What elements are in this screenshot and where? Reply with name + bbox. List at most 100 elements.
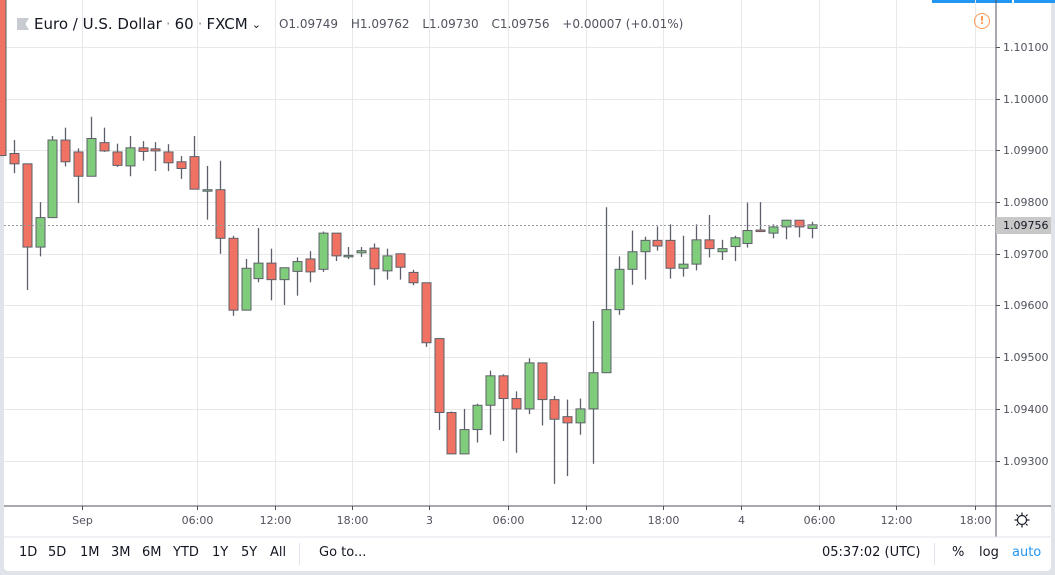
candle (343, 247, 354, 259)
candle (163, 144, 174, 172)
chart-container (4, 0, 1051, 571)
time-axis-label: Sep (72, 514, 93, 527)
candle (627, 230, 638, 285)
candle (22, 163, 33, 290)
candle (253, 227, 264, 283)
candle (356, 247, 367, 257)
candle (768, 224, 779, 239)
candle (704, 215, 715, 258)
close-value: C1.09756 (491, 17, 550, 31)
candle (369, 243, 380, 286)
percent-toggle[interactable]: % (952, 545, 965, 560)
auto-toggle[interactable]: auto (1012, 545, 1042, 560)
candle (537, 362, 548, 426)
price-axis-label: 1.09800 (1003, 195, 1049, 209)
range-button-1y[interactable]: 1Y (212, 545, 229, 560)
candle (511, 391, 522, 453)
candle (215, 160, 226, 254)
settings-sun-icon[interactable] (1014, 512, 1030, 528)
candle (176, 156, 187, 179)
range-button-3m[interactable]: 3M (111, 545, 131, 560)
candle (459, 408, 470, 455)
candle (305, 251, 316, 283)
candle (588, 321, 599, 464)
candle (640, 236, 651, 280)
chevron-down-icon[interactable]: ⌄ (251, 17, 261, 31)
candle (652, 226, 663, 251)
candle (742, 202, 753, 248)
candle (614, 256, 625, 315)
candle (601, 207, 612, 374)
time-axis-label: 12:00 (259, 514, 292, 527)
candle (434, 338, 445, 431)
bottom-toolbar: 1D 5D 1M 3M 6M YTD 1Y 5Y All Go to... 05:37:02 (… (4, 537, 1051, 571)
warning-icon[interactable]: ! (974, 13, 990, 29)
candle (807, 221, 818, 239)
time-axis-ticks (82, 506, 976, 510)
range-button-all[interactable]: All (270, 545, 287, 560)
candle (446, 411, 457, 455)
candle (279, 267, 290, 305)
symbol-title[interactable]: Euro / U.S. Dollar · 60 · FXCM (34, 15, 248, 33)
candle (730, 235, 741, 262)
candle (421, 282, 432, 347)
ohlc-values: O1.09749 H1.09762 L1.09730 C1.09756 +0.0… (279, 17, 692, 31)
time-axis-label: 06:00 (181, 514, 214, 527)
time-axis-label: 18:00 (959, 514, 992, 527)
toolbar-accent-strip (932, 0, 1055, 3)
exchange-label: FXCM (206, 15, 248, 33)
candle (575, 398, 586, 435)
utc-clock[interactable]: 05:37:02 (UTC) (822, 545, 921, 560)
candle (691, 224, 702, 271)
price-axis-label: 1.10000 (1003, 92, 1049, 106)
candle (86, 116, 97, 177)
candle (241, 258, 252, 311)
candle (717, 239, 728, 261)
price-axis-label: 1.09400 (1003, 402, 1049, 416)
candle (318, 231, 329, 272)
goto-button[interactable]: Go to... (319, 545, 367, 560)
candle (189, 135, 200, 190)
symbol-name: Euro / U.S. Dollar (34, 15, 162, 33)
candle (9, 140, 20, 174)
price-axis-label: 1.09600 (1003, 298, 1049, 312)
time-axis-label: 06:00 (803, 514, 836, 527)
price-axis-label: 1.09500 (1003, 350, 1049, 364)
candle (150, 142, 161, 172)
candle (266, 248, 277, 301)
time-axis-label: 3 (426, 514, 433, 527)
range-button-6m[interactable]: 6M (142, 545, 162, 560)
range-button-1d[interactable]: 1D (19, 545, 38, 560)
change-value: +0.00007 (+0.01%) (562, 17, 684, 31)
current-price-tag: 1.09756 (996, 217, 1051, 234)
open-value: O1.09749 (278, 17, 339, 31)
time-axis-label: 18:00 (647, 514, 680, 527)
candle (60, 127, 71, 167)
candle (331, 232, 342, 262)
range-button-1m[interactable]: 1M (80, 545, 100, 560)
time-axis-label: 06:00 (492, 514, 525, 527)
candle (35, 202, 46, 257)
candle (112, 143, 123, 167)
candlestick-series (0, 0, 818, 484)
grid-lines (4, 0, 996, 506)
candle (228, 235, 239, 316)
price-axis-label: 1.10100 (1003, 40, 1049, 54)
candle (678, 235, 689, 277)
log-toggle[interactable]: log (979, 545, 999, 560)
candle (382, 248, 393, 280)
range-button-5y[interactable]: 5Y (241, 545, 258, 560)
time-axis-label: 12:00 (880, 514, 913, 527)
symbol-legend[interactable]: Euro / U.S. Dollar · 60 · FXCM ⌄ O1.09749 H1… (17, 14, 692, 34)
separator (934, 543, 935, 565)
candle (549, 395, 560, 484)
collapse-legend-icon[interactable] (17, 18, 29, 30)
candle (781, 219, 792, 240)
candle (665, 224, 676, 279)
candle (73, 148, 84, 204)
price-axis-label: 1.09300 (1003, 454, 1049, 468)
range-button-5d[interactable]: 5D (48, 545, 67, 560)
candle (408, 269, 419, 286)
range-button-ytd[interactable]: YTD (173, 545, 199, 560)
